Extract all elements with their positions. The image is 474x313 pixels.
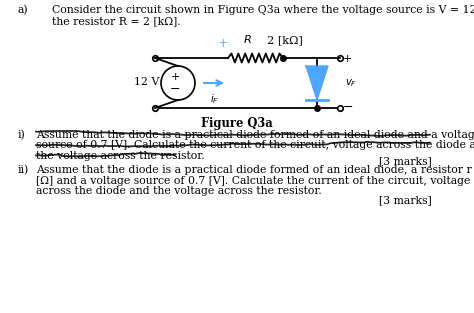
Text: Assume that the diode is a practical diode formed of an ideal diode and a voltag: Assume that the diode is a practical dio… — [36, 130, 474, 140]
Text: a): a) — [18, 5, 28, 15]
Text: source of 0.7 [V]. Calculate the current of the circuit, voltage across the diod: source of 0.7 [V]. Calculate the current… — [36, 141, 474, 151]
Text: i): i) — [18, 130, 26, 140]
Text: [3 marks]: [3 marks] — [379, 195, 432, 205]
Text: across the diode and the voltage across the resistor.: across the diode and the voltage across … — [36, 186, 322, 196]
Text: $v_F$: $v_F$ — [345, 77, 357, 89]
Text: Consider the circuit shown in Figure Q3a where the voltage source is V = 12 [V] : Consider the circuit shown in Figure Q3a… — [52, 5, 474, 15]
Text: −: − — [170, 83, 180, 95]
Text: the voltage across the resistor.: the voltage across the resistor. — [36, 151, 205, 161]
Text: $i_F$: $i_F$ — [210, 92, 219, 106]
Text: Figure Q3a: Figure Q3a — [201, 117, 273, 130]
Text: −: − — [343, 101, 354, 114]
Text: [3 marks]: [3 marks] — [379, 156, 432, 166]
Text: Assume that the diode is a practical diode formed of an ideal diode, a resistor : Assume that the diode is a practical dio… — [36, 165, 474, 175]
Text: ii): ii) — [18, 165, 29, 175]
Text: +: + — [170, 72, 180, 82]
Text: [Ω] and a voltage source of 0.7 [V]. Calculate the current of the circuit, volta: [Ω] and a voltage source of 0.7 [V]. Cal… — [36, 176, 470, 186]
Polygon shape — [306, 66, 328, 100]
Text: the resistor R = 2 [kΩ].: the resistor R = 2 [kΩ]. — [52, 16, 181, 26]
Text: +: + — [218, 37, 228, 50]
Text: 2 [kΩ]: 2 [kΩ] — [267, 35, 303, 45]
Text: 12 V: 12 V — [134, 77, 159, 87]
Text: +: + — [343, 54, 352, 64]
Text: $R$: $R$ — [243, 33, 252, 45]
